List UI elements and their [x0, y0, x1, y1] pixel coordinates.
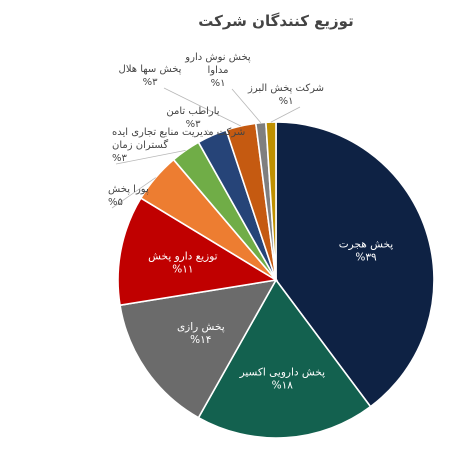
slice-label-8-line-1: مداوا — [208, 65, 229, 76]
slice-value-5: %۳ — [112, 153, 128, 164]
slice-value-2: %۱۴ — [190, 334, 211, 346]
slice-label-1-line-0: پخش دارویی اکسیر — [239, 366, 325, 378]
leader-line-6 — [206, 129, 213, 136]
pie-slice-3 — [117, 196, 279, 307]
slice-label-9-line-0: شرکت پخش البرز — [247, 83, 324, 94]
slice-label-7-line-0: پخش سها هلال — [119, 64, 182, 75]
slice-label-5-line-1: گستران زمان — [112, 139, 168, 151]
slice-value-3: %۱۱ — [172, 263, 193, 275]
slice-label-2-line-0: پخش رازی — [177, 321, 225, 333]
slice-value-9: %۱ — [279, 96, 294, 107]
slice-label-5-line-0: شرکت مدیریت منابع تجاری ایده — [112, 127, 245, 138]
slice-value-0: %۳۹ — [355, 252, 377, 264]
slice-label-3-line-0: توزیع دارو پخش — [148, 250, 218, 262]
leader-line-8 — [231, 88, 262, 123]
slice-value-7: %۳ — [143, 77, 159, 88]
slice-value-1: %۱۸ — [272, 379, 294, 391]
slice-value-6: %۳ — [186, 119, 202, 130]
pie-slice-0 — [275, 121, 435, 408]
slice-value-8: %۱ — [211, 78, 226, 89]
leader-line-9 — [270, 106, 301, 123]
chart-title: توزیع کنندگان شرکت — [198, 12, 353, 30]
slice-label-8-line-0: پخش نوش دارو — [184, 52, 251, 63]
leader-line-4 — [111, 177, 156, 209]
slice-label-6-line-0: باراطب تامن — [166, 106, 219, 117]
slice-label-4-line-0: پورا پخش — [108, 184, 149, 195]
pie-slice-2 — [119, 278, 278, 419]
pie-slices — [117, 121, 435, 439]
leader-line-7 — [163, 87, 241, 127]
slice-label-0-line-0: پخش هجرت — [339, 239, 393, 251]
pie-slice-1 — [197, 278, 372, 439]
leader-line-5 — [115, 150, 186, 165]
leader-lines — [111, 87, 301, 209]
slice-value-4: %۵ — [108, 197, 123, 208]
